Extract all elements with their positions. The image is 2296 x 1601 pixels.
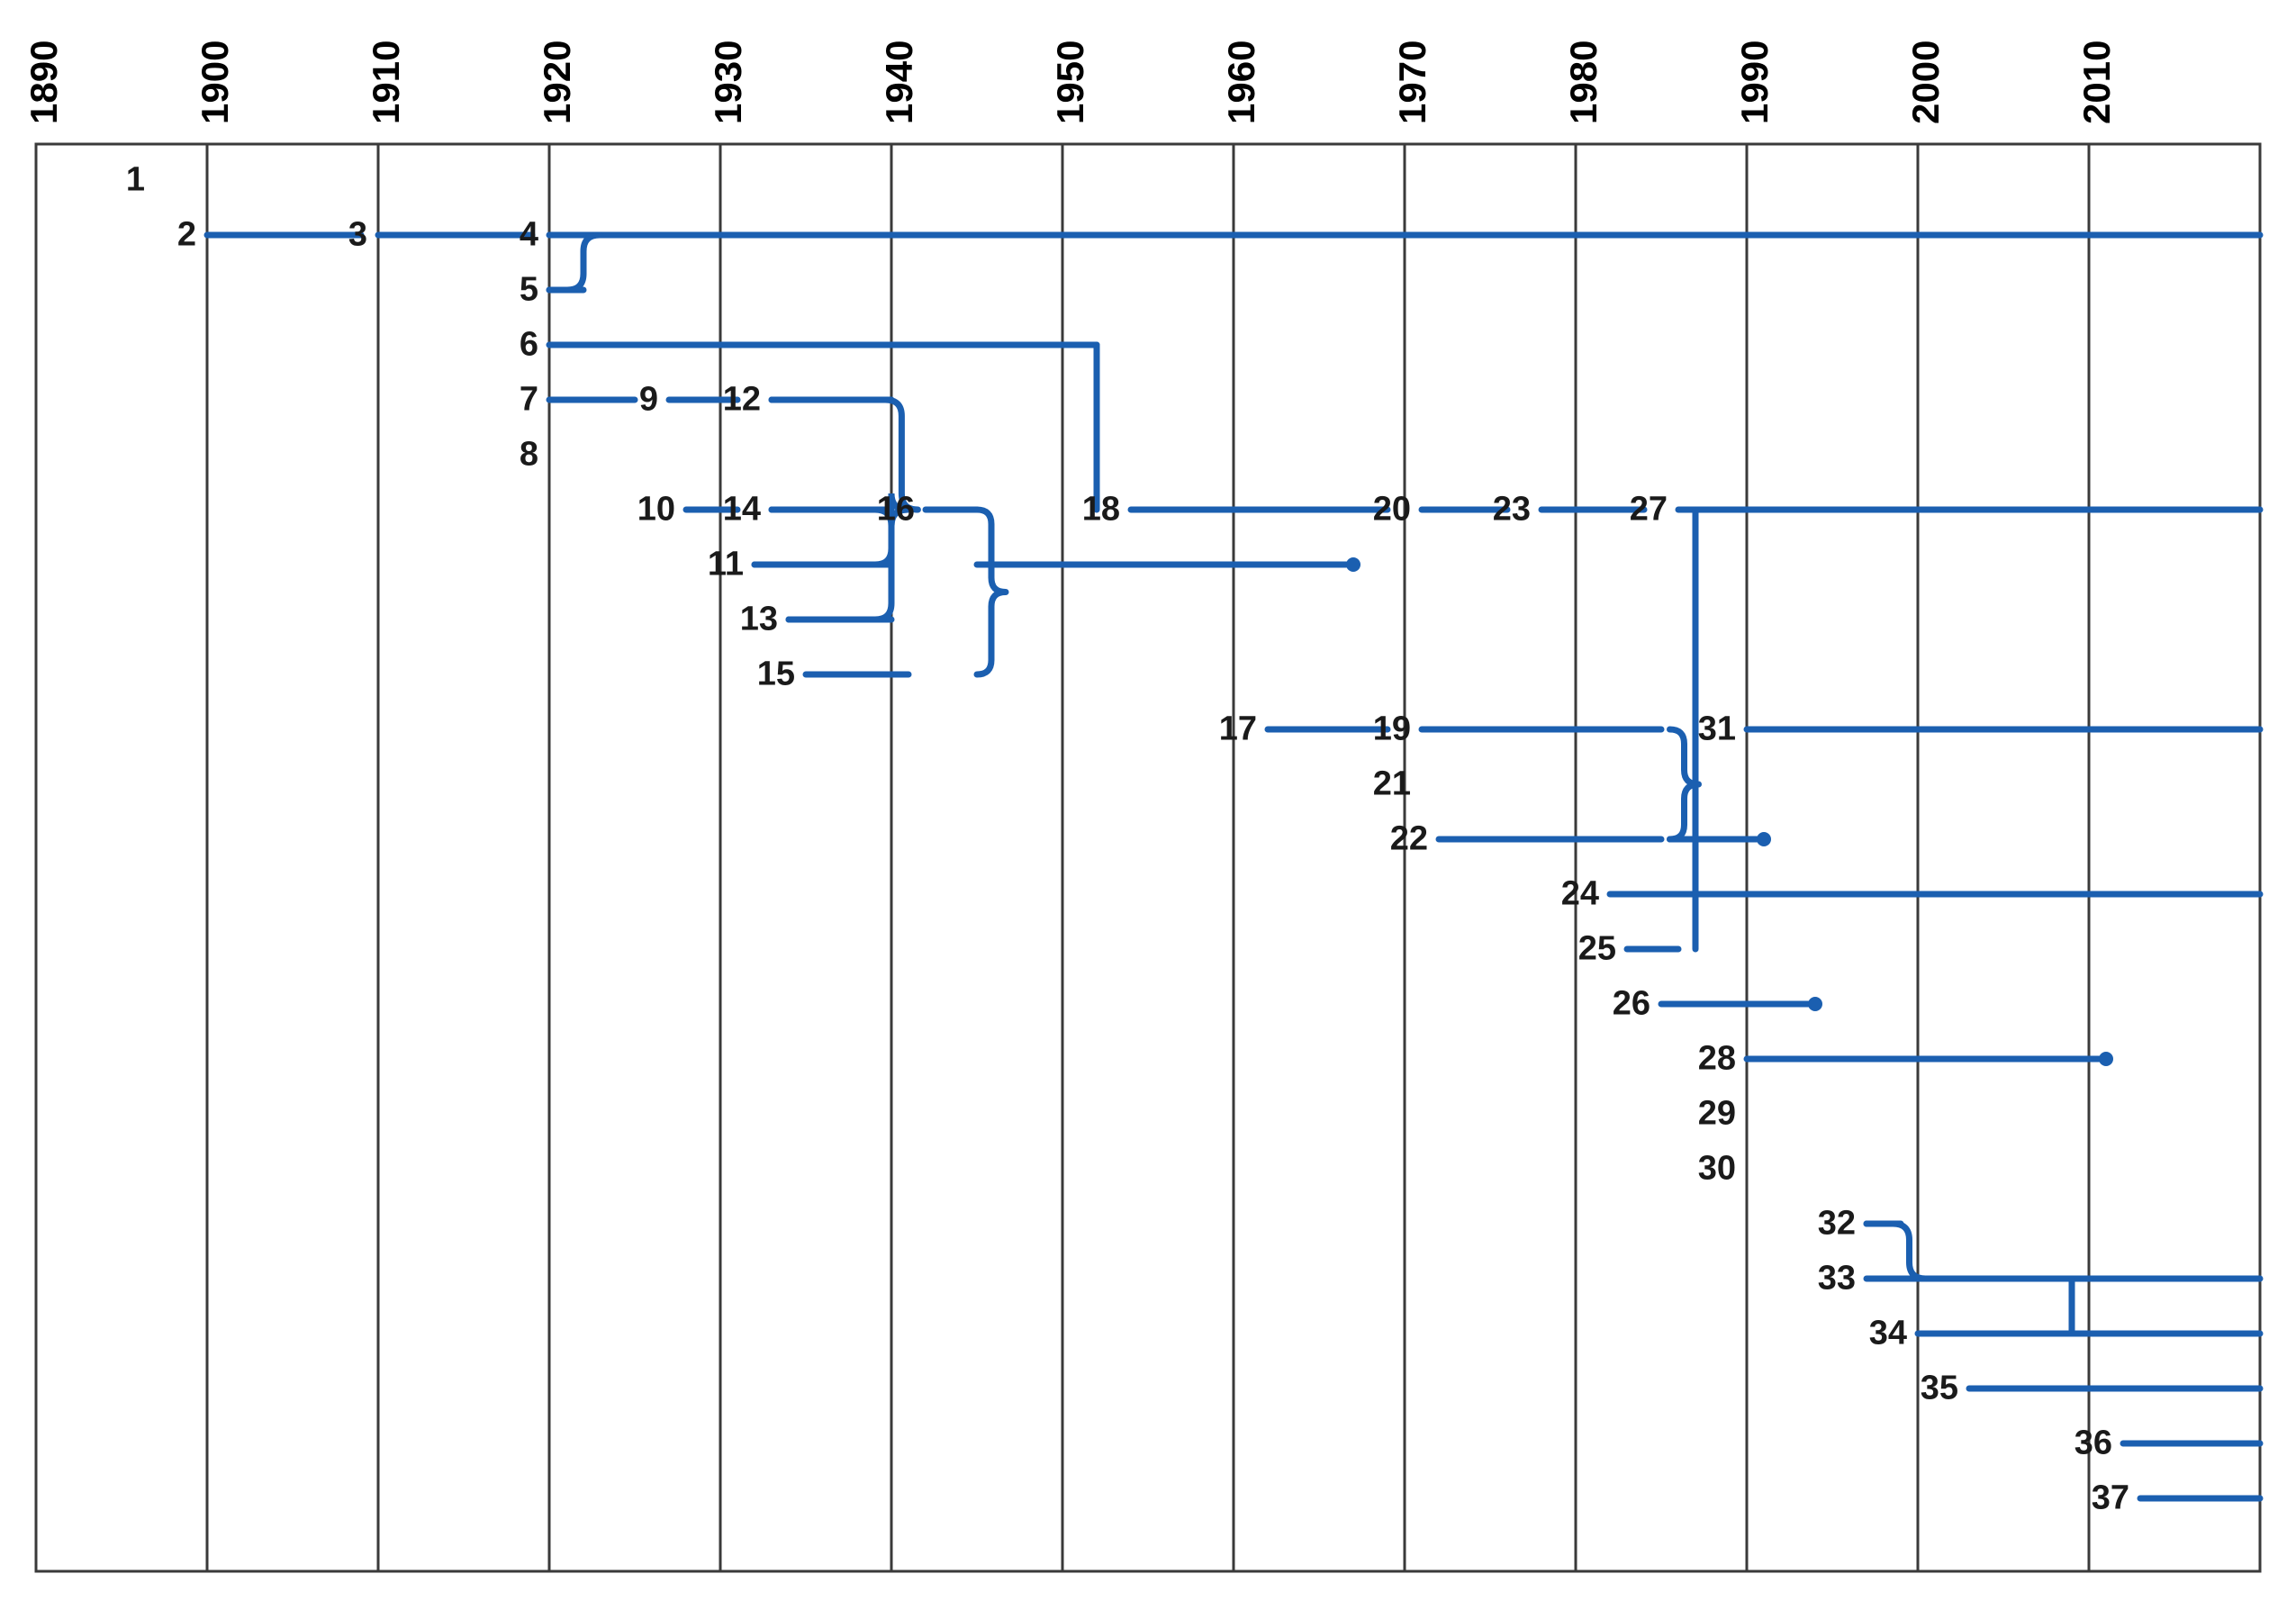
node-label-9: 9: [639, 381, 658, 420]
node-label-20: 20: [1373, 491, 1411, 529]
node-label-4: 4: [520, 216, 538, 255]
node-label-19: 19: [1373, 710, 1411, 749]
node-label-18: 18: [1082, 491, 1120, 529]
year-label-1960: 1960: [1220, 41, 1263, 124]
node-label-26: 26: [1613, 985, 1650, 1024]
year-label-2000: 2000: [1904, 41, 1948, 124]
node-label-27: 27: [1630, 491, 1668, 529]
node-label-34: 34: [1869, 1315, 1907, 1353]
node-label-25: 25: [1578, 930, 1616, 969]
node-label-32: 32: [1818, 1205, 1856, 1244]
node-label-8: 8: [520, 436, 538, 475]
year-label-1900: 1900: [194, 41, 237, 124]
year-label-1990: 1990: [1733, 41, 1776, 124]
timeline-svg: [0, 0, 2296, 1601]
node-label-6: 6: [520, 326, 538, 365]
node-label-17: 17: [1219, 710, 1257, 749]
node-label-30: 30: [1698, 1150, 1736, 1189]
node-label-31: 31: [1698, 710, 1736, 749]
node-label-12: 12: [723, 381, 761, 420]
node-label-15: 15: [757, 656, 795, 694]
node-label-35: 35: [1921, 1370, 1958, 1408]
node-label-14: 14: [723, 491, 761, 529]
node-label-1: 1: [126, 161, 145, 200]
year-label-1940: 1940: [878, 41, 921, 124]
year-label-1890: 1890: [23, 41, 66, 124]
year-label-1970: 1970: [1391, 41, 1434, 124]
year-label-1910: 1910: [365, 41, 408, 124]
node-label-37: 37: [2092, 1479, 2129, 1518]
node-label-24: 24: [1561, 875, 1599, 914]
node-label-29: 29: [1698, 1095, 1736, 1134]
node-label-36: 36: [2075, 1425, 2112, 1463]
node-label-33: 33: [1818, 1260, 1856, 1298]
node-label-3: 3: [348, 216, 367, 255]
node-label-10: 10: [637, 491, 675, 529]
node-label-21: 21: [1373, 765, 1411, 804]
node-label-13: 13: [740, 601, 778, 639]
year-label-1930: 1930: [707, 41, 750, 124]
node-label-7: 7: [520, 381, 538, 420]
node-label-16: 16: [877, 491, 915, 529]
year-label-1950: 1950: [1049, 41, 1092, 124]
node-label-22: 22: [1390, 820, 1428, 859]
node-label-5: 5: [520, 271, 538, 310]
year-label-1980: 1980: [1562, 41, 1605, 124]
year-label-2010: 2010: [2075, 41, 2119, 124]
node-label-23: 23: [1493, 491, 1531, 529]
node-label-11: 11: [708, 546, 744, 584]
timeline-diagram: 1890190019101920193019401950196019701980…: [0, 0, 2296, 1601]
year-label-1920: 1920: [536, 41, 579, 124]
node-label-28: 28: [1698, 1040, 1736, 1079]
node-label-2: 2: [177, 216, 196, 255]
